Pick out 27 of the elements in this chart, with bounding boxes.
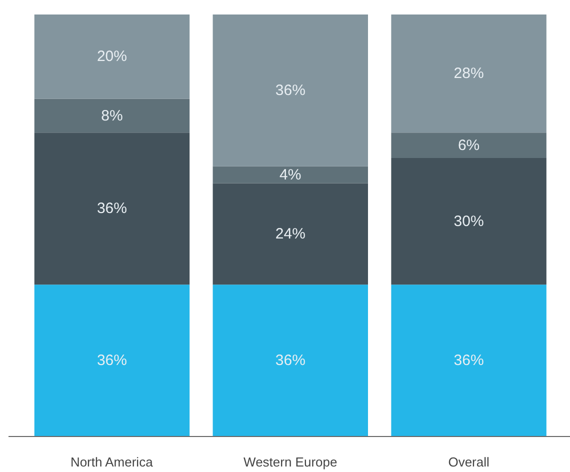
bar — [391, 284, 546, 436]
data-label: 36% — [275, 352, 306, 370]
data-label: 6% — [458, 136, 480, 154]
data-label: 30% — [454, 212, 484, 230]
bar — [34, 98, 190, 133]
bar — [34, 14, 190, 99]
data-label: 36% — [454, 352, 484, 370]
bar — [34, 132, 190, 285]
x-tick-label: Overall — [448, 454, 490, 470]
data-label: 4% — [280, 166, 302, 184]
data-label: 36% — [96, 200, 127, 218]
data-label: 24% — [275, 225, 306, 242]
data-label: 28% — [454, 65, 484, 82]
bar — [212, 183, 368, 285]
bar — [212, 14, 368, 166]
data-label: 20% — [96, 48, 127, 66]
bar — [34, 284, 190, 436]
bar — [391, 132, 546, 158]
x-tick-label: Western Europe — [244, 454, 338, 470]
bar — [391, 158, 546, 285]
data-label: 36% — [275, 82, 306, 99]
bar — [212, 166, 368, 184]
x-tick-label: North America — [70, 454, 154, 470]
bar — [391, 14, 546, 133]
data-label: 8% — [101, 107, 123, 124]
bar — [212, 284, 368, 436]
data-label: 36% — [96, 352, 127, 370]
